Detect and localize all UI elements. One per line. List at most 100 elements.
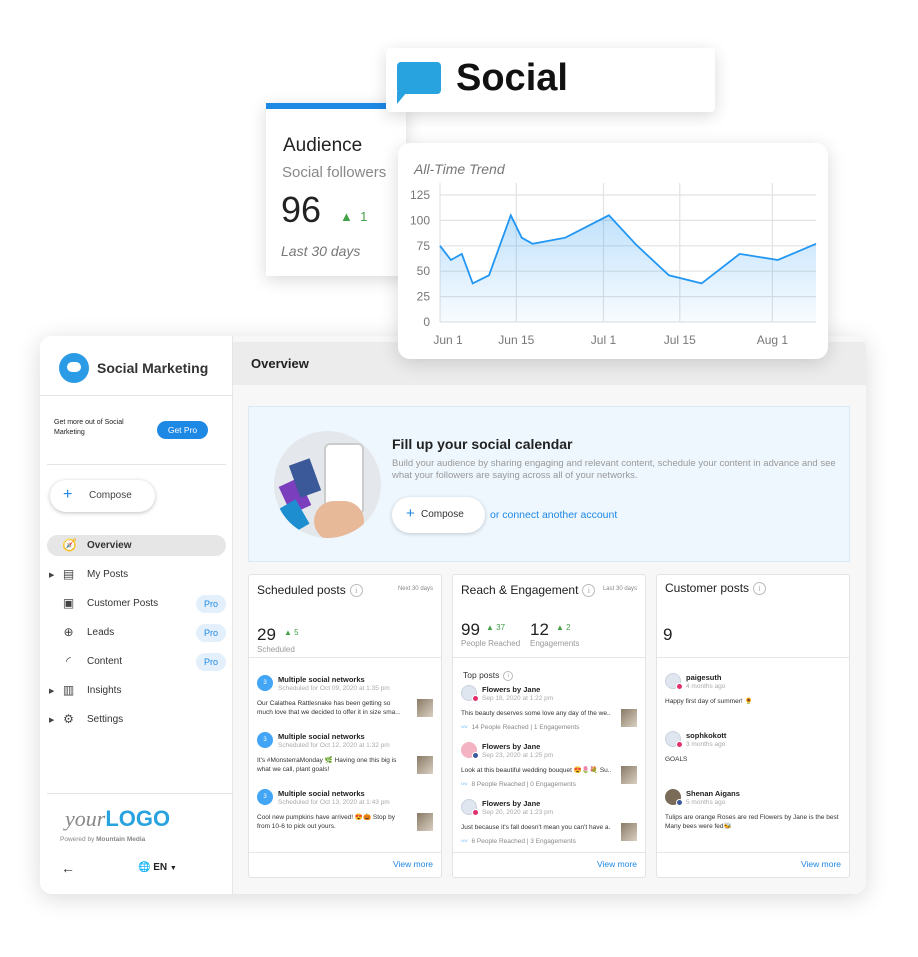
list-item[interactable]: 3 Multiple social networks Scheduled for O…	[257, 732, 433, 788]
info-icon[interactable]: i	[582, 584, 596, 598]
compose-button[interactable]: + Compose	[50, 480, 155, 512]
list-item[interactable]: paigesuth 4 months ago Happy first day of …	[665, 673, 841, 729]
chevron-down-icon: ▼	[169, 865, 177, 872]
list-item[interactable]: Shenan Aigans 5 months ago Tulips are oran…	[665, 789, 841, 845]
post-thumbnail	[621, 766, 637, 784]
get-pro-button[interactable]: Get Pro	[157, 421, 208, 439]
info-icon[interactable]: i	[753, 582, 767, 596]
list-item[interactable]: 3 Multiple social networks Scheduled for O…	[257, 675, 433, 731]
post-stats-text: 6 People Reached | 3 Engagements	[471, 838, 576, 845]
target-icon: ⊕	[63, 625, 74, 639]
audience-title: Audience	[283, 135, 363, 156]
y-tick-label: 125	[410, 188, 430, 202]
card-title: Reach & Engagement i	[461, 583, 596, 598]
post-thumbnail	[621, 823, 637, 841]
app-name: Social Marketing	[97, 360, 209, 376]
app-window: Social Marketing Get more out of Social …	[40, 336, 866, 894]
info-icon[interactable]: i	[503, 670, 514, 681]
sidebar-item-insights[interactable]: ▶ ▥ Insights	[49, 683, 122, 697]
post-time: 3 months ago	[686, 741, 726, 748]
app-logo-icon	[59, 353, 89, 383]
post-text: Our Calathea Rattlesnake has been gettin…	[257, 700, 401, 716]
view-more-link[interactable]: View more	[597, 859, 637, 869]
author-name: sophkokott	[686, 731, 727, 740]
x-tick-label: Jun 1	[433, 333, 463, 347]
y-tick-label: 0	[423, 315, 430, 329]
reached-label: People Reached	[461, 639, 521, 648]
expand-caret-icon[interactable]: ▶	[49, 716, 55, 724]
post-time: Sep 18, 2020 at 1:22 pm	[482, 695, 554, 702]
social-title-card: Social	[386, 48, 715, 112]
post-thumbnail	[621, 709, 637, 727]
powered-by: Powered by Mountain Media	[60, 836, 146, 843]
compass-icon: 🧭	[62, 538, 77, 552]
expand-caret-icon[interactable]: ▶	[49, 571, 55, 579]
trend-icon: 〰	[461, 781, 468, 788]
facebook-icon	[676, 799, 683, 806]
scheduled-label: Scheduled	[257, 645, 295, 654]
post-text: GOALS	[665, 756, 688, 763]
post-time: Scheduled for Oct 09, 2020 at 1:35 pm	[278, 685, 390, 692]
post-thumbnail	[417, 699, 433, 717]
author-name: Multiple social networks	[278, 789, 365, 798]
engagements-label: Engagements	[530, 639, 580, 648]
engagements-delta: ▲ 2	[556, 623, 571, 632]
list-item[interactable]: Flowers by Jane Sep 18, 2020 at 1:22 pm Th…	[461, 685, 637, 741]
list-item[interactable]: sophkokott 3 months ago GOALS	[665, 731, 841, 787]
sidebar-item-content[interactable]: ◜ Content Pro	[47, 651, 226, 672]
post-text: Happy first day of summer! 🌻	[665, 698, 753, 705]
post-time: Scheduled for Oct 13, 2020 at 1:43 pm	[278, 799, 390, 806]
y-tick-label: 25	[417, 290, 431, 304]
view-more-link[interactable]: View more	[393, 859, 433, 869]
post-time: 4 months ago	[686, 683, 726, 690]
speech-bubble-icon	[397, 62, 441, 94]
main-content: Overview Fill up your social calendar Bu…	[233, 336, 866, 894]
customer-posts-card: Customer posts i 9 paigesuth 4 months ago H…	[656, 574, 850, 878]
list-item[interactable]: Flowers by Jane Sep 20, 2020 at 1:23 pm Ju…	[461, 799, 637, 855]
language-selector[interactable]: 🌐 EN ▼	[138, 862, 177, 873]
info-icon[interactable]: i	[349, 584, 363, 598]
author-name: Multiple social networks	[278, 675, 365, 684]
sidebar: Social Marketing Get more out of Social …	[40, 336, 233, 894]
brand-logo: yourLOGO	[65, 806, 171, 831]
x-tick-label: Jul 1	[591, 333, 617, 347]
back-arrow-icon[interactable]: ←	[61, 860, 75, 876]
top-posts-label: Top posts i	[463, 670, 514, 681]
forum-icon: ▣	[62, 596, 75, 610]
globe-icon: 🌐	[138, 862, 151, 873]
date-range: Last 30 days	[602, 586, 637, 592]
gear-icon: ⚙	[63, 712, 74, 726]
trend-line	[439, 212, 817, 285]
scheduled-posts-card: Scheduled posts i Next 30 days 29 ▲ 5 Sch…	[248, 574, 442, 878]
page-title: Overview	[251, 356, 309, 371]
plus-icon: +	[63, 486, 73, 503]
post-stats: 〰 6 People Reached | 3 Engagements	[461, 835, 576, 845]
post-time: Scheduled for Oct 12, 2020 at 1:32 pm	[278, 742, 390, 749]
promo-text: Get more out of Social Marketing	[54, 419, 124, 436]
post-stats: 〰 14 People Reached | 1 Engagements	[461, 721, 579, 731]
hero-compose-button[interactable]: + Compose	[392, 497, 485, 533]
sidebar-item-settings[interactable]: ▶ ⚙ Settings	[49, 712, 124, 726]
avatar: 3	[257, 675, 273, 691]
expand-caret-icon[interactable]: ▶	[49, 687, 55, 695]
plus-icon: +	[406, 505, 415, 522]
author-name: paigesuth	[686, 673, 722, 682]
audience-delta: ▲ 1	[340, 209, 368, 224]
pro-badge: Pro	[196, 653, 226, 671]
facebook-icon	[472, 752, 479, 759]
sidebar-item-customer-posts[interactable]: ▣ Customer Posts Pro	[47, 593, 226, 614]
compose-label: Compose	[89, 490, 132, 501]
sidebar-item-leads[interactable]: ⊕ Leads Pro	[47, 622, 226, 643]
sidebar-item-overview[interactable]: 🧭 Overview	[47, 535, 226, 556]
post-time: 5 months ago	[686, 799, 726, 806]
connect-account-link[interactable]: or connect another account	[490, 509, 618, 521]
scheduled-count: 29	[257, 625, 276, 644]
list-item[interactable]: Flowers by Jane Sep 23, 2020 at 1:25 pm Lo…	[461, 742, 637, 798]
trend-chart-card: All-Time Trend 0 25 50 75 100 125 Jun 1 Jun 15 J…	[398, 143, 828, 359]
author-name: Multiple social networks	[278, 732, 365, 741]
view-more-link[interactable]: View more	[801, 859, 841, 869]
post-thumbnail	[417, 756, 433, 774]
list-item[interactable]: 3 Multiple social networks Scheduled for O…	[257, 789, 433, 845]
sidebar-item-my-posts[interactable]: ▶ ▤ My Posts	[49, 567, 129, 581]
post-text: Cool new pumpkins have arrived! 😍🎃 Stop …	[257, 814, 395, 830]
